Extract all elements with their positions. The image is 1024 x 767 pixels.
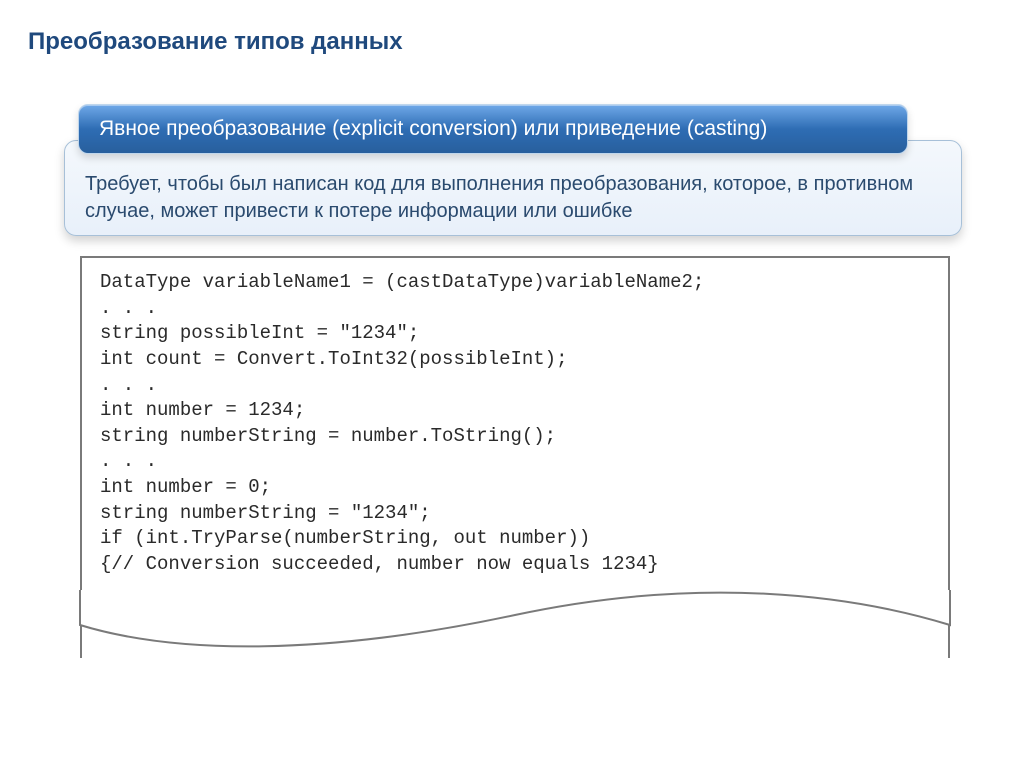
wave-bottom-border xyxy=(78,590,952,660)
description-box: Требует, чтобы был написан код для выпол… xyxy=(64,140,962,236)
header-text: Явное преобразование (explicit conversio… xyxy=(99,117,767,141)
page-title: Преобразование типов данных xyxy=(28,28,403,56)
header-pill: Явное преобразование (explicit conversio… xyxy=(78,104,908,154)
description-text: Требует, чтобы был написан код для выпол… xyxy=(85,171,941,225)
